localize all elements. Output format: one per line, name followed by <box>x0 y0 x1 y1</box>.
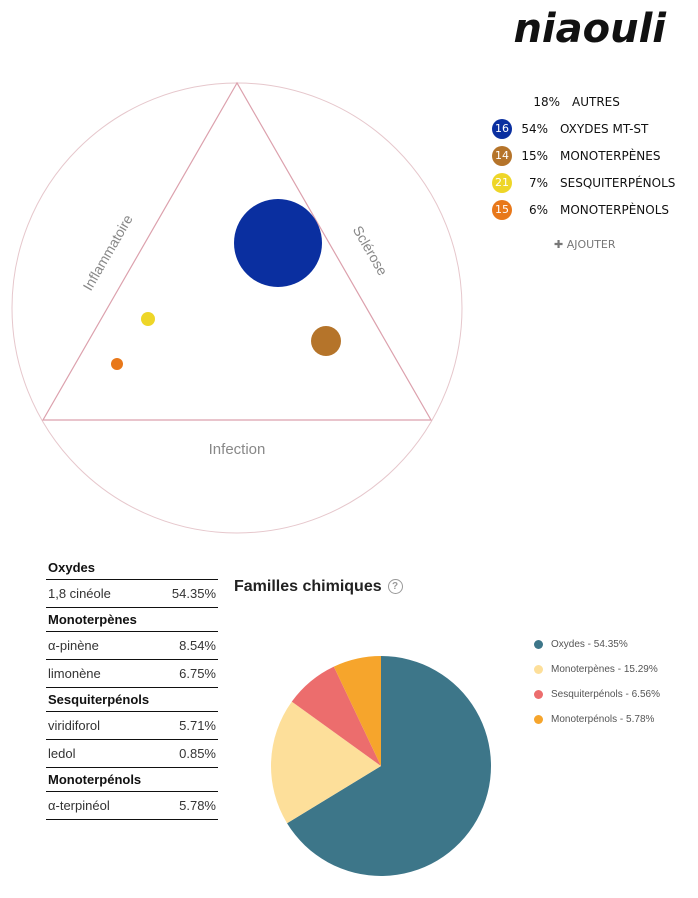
pie-legend: Oxydes - 54.35% Monoterpènes - 15.29% Sesq… <box>534 632 660 732</box>
page-title: niaouli <box>513 6 666 52</box>
table-row: α-pinène 8.54% <box>46 632 218 660</box>
dot-oxydes <box>234 199 322 287</box>
plus-icon: ✚ <box>554 238 564 251</box>
legend-label: Monoterpènes - 15.29% <box>551 664 658 675</box>
table-row: ledol 0.85% <box>46 740 218 768</box>
pie-legend-item[interactable]: Oxydes - 54.35% <box>534 632 660 657</box>
count-badge: 14 <box>492 145 512 166</box>
add-label: AJOUTER <box>566 238 616 251</box>
pie-legend-item[interactable]: Sesquiterpénols - 6.56% <box>534 682 660 707</box>
dot-monoterpenes <box>311 326 341 356</box>
label-sclerose: Sclérose <box>350 223 391 278</box>
pie-slice-monoterpénols[interactable] <box>333 656 381 766</box>
legend: 18% AUTRES 16 54% OXYDES MT-ST 14 15% MONOTERP… <box>480 88 675 223</box>
group-header: Monoterpènes <box>46 608 218 632</box>
label-infection: Infection <box>209 441 266 458</box>
group-header: Monoterpénols <box>46 768 218 792</box>
compound-value: 5.78% <box>179 798 216 813</box>
table-row: 1,8 cinéole 54.35% <box>46 580 218 608</box>
compound-value: 8.54% <box>179 638 216 653</box>
compound-name: ledol <box>48 746 76 761</box>
label: MONOTERPÈNOLS <box>560 202 670 217</box>
legend-item[interactable]: 14 15% MONOTERPÈNES <box>480 142 675 169</box>
label: AUTRES <box>572 94 620 109</box>
legend-label: Oxydes - 54.35% <box>551 639 628 650</box>
count-badge: 16 <box>492 118 512 139</box>
label-inflammatoire: Inflammatoire <box>80 212 136 294</box>
pie-slice-sesquiterpénols[interactable] <box>291 666 381 766</box>
pie-legend-item[interactable]: Monoterpènes - 15.29% <box>534 657 660 682</box>
legend-item[interactable]: 16 54% OXYDES MT-ST <box>480 115 675 142</box>
compound-name: α-terpinéol <box>48 798 110 813</box>
compound-value: 0.85% <box>179 746 216 761</box>
compound-name: 1,8 cinéole <box>48 586 111 601</box>
triangle <box>41 81 433 421</box>
group-header: Oxydes <box>46 556 218 580</box>
label: SESQUITERPÉNOLS <box>560 175 676 190</box>
count-badge: 21 <box>492 172 512 193</box>
compound-name: α-pinène <box>48 638 99 653</box>
help-icon[interactable]: ? <box>387 579 403 595</box>
legend-dot <box>534 665 543 674</box>
triangle-diagram: Inflammatoire Sclérose Infection <box>11 81 463 534</box>
pie-slice-monoterpènes[interactable] <box>271 701 381 824</box>
legend-label: Sesquiterpénols - 6.56% <box>551 689 660 700</box>
compound-value: 54.35% <box>171 586 216 601</box>
legend-label: Monoterpénols - 5.78% <box>551 714 655 725</box>
pct: 15% <box>521 148 548 163</box>
compound-name: limonène <box>48 666 101 681</box>
count-badge: 15 <box>492 199 512 220</box>
legend-dot <box>534 640 543 649</box>
pct: 18% <box>533 94 560 109</box>
add-button[interactable]: ✚ AJOUTER <box>554 238 616 251</box>
pct: 6% <box>528 202 548 217</box>
legend-autres: 18% AUTRES <box>480 88 675 115</box>
pie-slice-oxydes[interactable] <box>287 656 491 876</box>
legend-item[interactable]: 21 7% SESQUITERPÉNOLS <box>480 169 675 196</box>
pct: 54% <box>521 121 548 136</box>
chart-title: Familles chimiques? <box>234 578 403 596</box>
legend-dot <box>534 715 543 724</box>
legend-item[interactable]: 15 6% MONOTERPÈNOLS <box>480 196 675 223</box>
table-row: viridiforol 5.71% <box>46 712 218 740</box>
dot-monoterpenols <box>111 358 123 370</box>
compound-value: 6.75% <box>179 666 216 681</box>
compound-value: 5.71% <box>179 718 216 733</box>
outer-circle <box>11 82 463 534</box>
table-row: α-terpinéol 5.78% <box>46 792 218 820</box>
pie-chart <box>271 656 491 876</box>
pct: 7% <box>528 175 548 190</box>
dot-sesquiterpenols <box>141 312 155 326</box>
pie-legend-item[interactable]: Monoterpénols - 5.78% <box>534 707 660 732</box>
compound-name: viridiforol <box>48 718 101 733</box>
group-header: Sesquiterpénols <box>46 688 218 712</box>
label: MONOTERPÈNES <box>560 148 661 163</box>
composition-table: Oxydes 1,8 cinéole 54.35% Monoterpènes α-pin… <box>46 556 218 820</box>
label: OXYDES MT-ST <box>560 121 649 136</box>
legend-dot <box>534 690 543 699</box>
chart-title-text: Familles chimiques <box>234 578 382 595</box>
table-row: limonène 6.75% <box>46 660 218 688</box>
